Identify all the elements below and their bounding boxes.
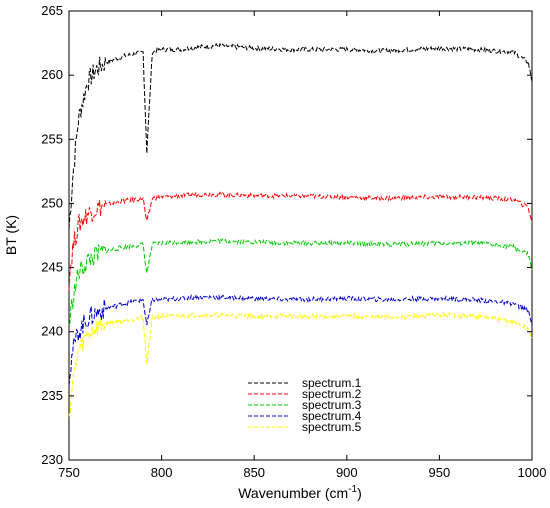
x-axis-label-superscript: -1 [348, 484, 357, 495]
series-line-spectrum-1 [68, 42, 533, 230]
series-line-spectrum-4 [68, 293, 533, 386]
y-tick-label: 255 [41, 131, 63, 146]
y-tick-label: 250 [41, 195, 63, 210]
x-tick-label: 1000 [518, 465, 547, 480]
axis-ticks: 750 800 850 900 950 1000 230 235 240 245 250 255 260… [41, 3, 546, 480]
legend-label: spectrum.3 [302, 398, 362, 412]
y-tick-label: 245 [41, 260, 63, 275]
x-tick-label: 800 [151, 465, 173, 480]
series-line-spectrum-5 [68, 312, 533, 417]
legend-label: spectrum.2 [302, 387, 362, 401]
y-tick-label: 230 [41, 452, 63, 467]
x-axis-label-main: Wavenumber (cm [238, 485, 348, 501]
x-axis-label: Wavenumber (cm-1) [238, 484, 362, 501]
legend-label: spectrum.4 [302, 409, 362, 423]
x-tick-label: 750 [58, 465, 80, 480]
legend: spectrum.1spectrum.2spectrum.3spectrum.4… [248, 376, 362, 434]
y-tick-label: 240 [41, 324, 63, 339]
legend-label: spectrum.1 [302, 376, 362, 390]
y-tick-label: 235 [41, 388, 63, 403]
x-tick-label: 900 [336, 465, 358, 480]
x-tick-label: 950 [429, 465, 451, 480]
x-tick-label: 850 [243, 465, 265, 480]
y-tick-label: 260 [41, 67, 63, 82]
plot-area [68, 10, 533, 461]
x-axis-label-suffix: ) [357, 485, 362, 501]
series-line-spectrum-3 [68, 238, 533, 325]
legend-label: spectrum.5 [302, 420, 362, 434]
y-tick-label: 265 [41, 3, 63, 18]
series-line-spectrum-2 [68, 191, 533, 291]
series-group [68, 42, 533, 417]
y-axis-label: BT (K) [3, 215, 19, 255]
